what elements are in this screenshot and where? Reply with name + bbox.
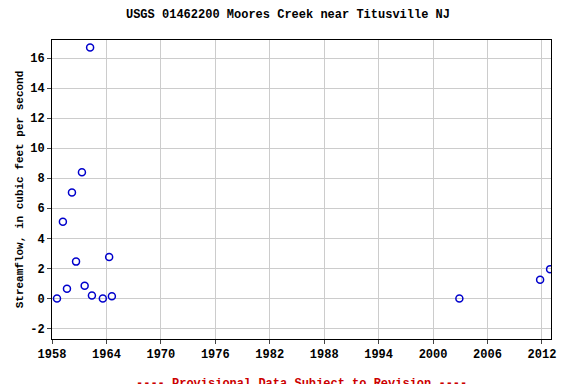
svg-text:16: 16 bbox=[30, 52, 44, 66]
svg-text:8: 8 bbox=[37, 172, 44, 186]
svg-text:1958: 1958 bbox=[38, 348, 67, 362]
svg-text:1982: 1982 bbox=[255, 348, 284, 362]
svg-text:Streamflow, in cubic feet per: Streamflow, in cubic feet per second bbox=[14, 71, 26, 309]
svg-text:---- Provisional Data Subject: ---- Provisional Data Subject to Revisio… bbox=[136, 377, 467, 384]
svg-text:2: 2 bbox=[37, 263, 44, 277]
svg-text:2006: 2006 bbox=[473, 348, 502, 362]
svg-text:0: 0 bbox=[37, 293, 44, 307]
svg-text:1964: 1964 bbox=[92, 348, 121, 362]
svg-text:2000: 2000 bbox=[419, 348, 448, 362]
svg-text:2012: 2012 bbox=[528, 348, 557, 362]
svg-text:12: 12 bbox=[30, 112, 44, 126]
svg-text:10: 10 bbox=[30, 142, 44, 156]
svg-text:4: 4 bbox=[37, 233, 44, 247]
svg-text:6: 6 bbox=[37, 202, 44, 216]
svg-text:1970: 1970 bbox=[146, 348, 175, 362]
svg-text:1988: 1988 bbox=[310, 348, 339, 362]
svg-text:1994: 1994 bbox=[364, 348, 393, 362]
svg-text:14: 14 bbox=[30, 82, 44, 96]
svg-text:1976: 1976 bbox=[201, 348, 230, 362]
svg-text:-2: -2 bbox=[30, 323, 44, 337]
svg-text:USGS 01462200 Moores Creek nea: USGS 01462200 Moores Creek near Titusvil… bbox=[126, 8, 450, 22]
